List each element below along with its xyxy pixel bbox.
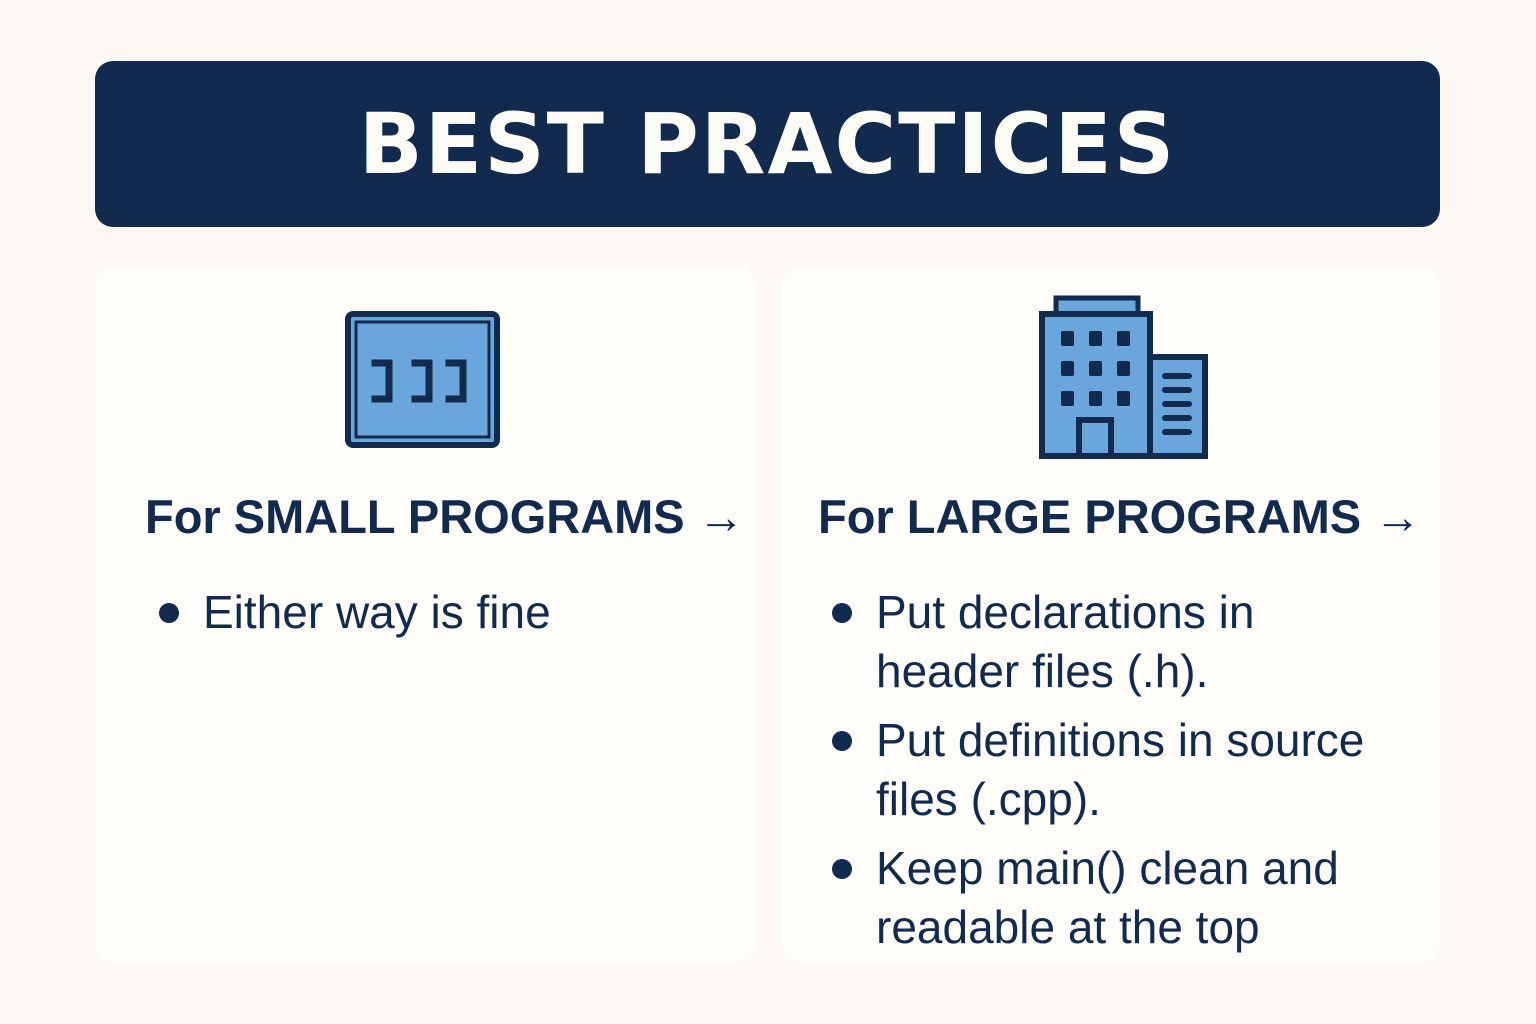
title-prefix: For [145,490,221,543]
list-item: Put definitions in source files (.cpp). [828,711,1408,829]
arrow-icon: → [1374,490,1422,543]
title-prefix: For [818,490,894,543]
bullet-icon [159,603,179,623]
header-banner: BEST PRACTICES [95,61,1440,227]
bullet-icon [832,859,852,879]
office-building-icon [1039,295,1209,459]
small-programs-list: Either way is fine [155,583,715,652]
list-item: Keep main() clean and readable at the to… [828,839,1408,957]
bullet-icon [832,731,852,751]
large-programs-card: For LARGE PROGRAMS → Put declarations in… [782,266,1440,962]
list-item: Put declarations in header files (.h). [828,583,1408,701]
large-programs-list: Put declarations in header files (.h). P… [828,583,1408,967]
small-programs-card: For SMALL PROGRAMS → Either way is fine [95,266,755,962]
title-emphasis: LARGE PROGRAMS [906,490,1362,543]
code-window-icon [345,311,500,448]
list-item: Either way is fine [155,583,715,642]
arrow-icon: → [697,490,745,543]
title-emphasis: SMALL PROGRAMS [233,490,685,543]
small-programs-title: For SMALL PROGRAMS → [145,489,745,544]
large-programs-title: For LARGE PROGRAMS → [818,489,1421,544]
bullet-icon [832,603,852,623]
page-title: BEST PRACTICES [358,95,1177,193]
